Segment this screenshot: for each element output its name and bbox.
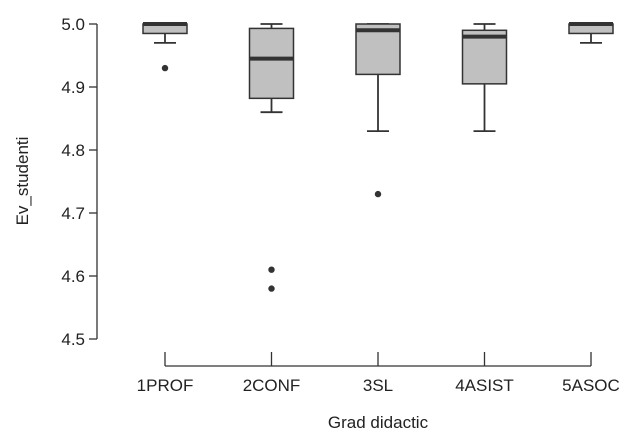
x-tick-label: 1PROF [137, 376, 194, 395]
y-axis-title: Ev_studenti [13, 137, 32, 226]
iqr-box [248, 27, 295, 100]
x-axis: 1PROF 2CONF 3SL 4ASIST 5ASOC [137, 352, 620, 395]
x-tick-label: 4ASIST [455, 376, 514, 395]
iqr-box [461, 29, 508, 85]
y-tick-label: 4.9 [61, 78, 85, 97]
outlier-point [374, 190, 382, 198]
box-3SL [355, 23, 401, 198]
outlier-point [268, 285, 275, 292]
y-tick-label: 4.6 [61, 267, 85, 286]
y-tick-label: 4.8 [61, 141, 85, 160]
box-5ASOC [568, 22, 614, 44]
x-axis-title: Grad didactic [328, 413, 429, 432]
box-4ASIST [461, 23, 508, 133]
y-axis: 4.5 4.6 4.7 4.8 4.9 5.0 [61, 15, 98, 349]
y-tick-label: 4.5 [61, 330, 85, 349]
y-tick-label: 5.0 [61, 15, 85, 34]
box-2CONF [248, 23, 295, 292]
boxes-layer [142, 22, 614, 292]
box-1PROF [142, 22, 188, 72]
outlier-point [161, 64, 169, 72]
x-tick-label: 2CONF [243, 376, 301, 395]
iqr-box [355, 23, 401, 76]
x-tick-label: 3SL [363, 376, 393, 395]
outlier-point [268, 266, 275, 273]
x-tick-label: 5ASOC [562, 376, 620, 395]
y-tick-label: 4.7 [61, 204, 85, 223]
